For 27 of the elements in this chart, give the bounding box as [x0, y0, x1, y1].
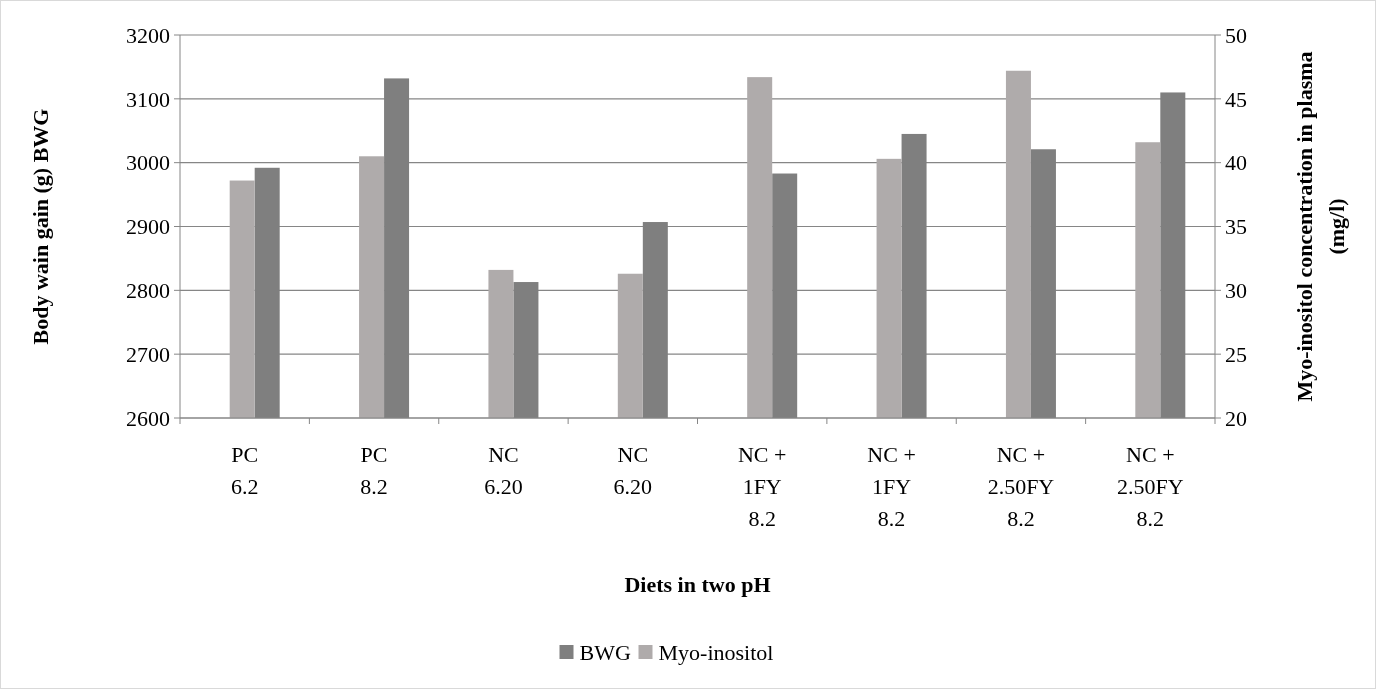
- y2-tick-label: 40: [1225, 150, 1247, 176]
- x-tick-label: PC 8.2: [360, 442, 388, 499]
- x-tick-label: PC 6.2: [230, 442, 259, 499]
- y-tick-label: 3000: [126, 150, 170, 176]
- legend-label: Myo-inositol: [658, 639, 774, 665]
- legend-label: BWG: [579, 639, 631, 665]
- x-axis-title: Diets in two pH: [624, 572, 771, 597]
- y2-tick-label: 30: [1225, 278, 1247, 304]
- x-tick-label: NC + 2.50FY 8.2: [1117, 442, 1184, 531]
- y-tick-label: 2600: [126, 405, 170, 431]
- y2-axis-title: Myo-inositol concentration in plasma (mg/l): [1292, 51, 1349, 402]
- y2-tick-label: 20: [1225, 405, 1247, 431]
- y-tick-label: 3100: [126, 86, 170, 112]
- y-axis-title: Body wain gain (g) BWG: [28, 108, 53, 345]
- x-tick-label: NC 6.20: [613, 442, 653, 499]
- y-tick-label: 2800: [126, 278, 170, 304]
- y2-tick-label: 50: [1225, 22, 1247, 48]
- x-tick-label: NC + 2.50FY 8.2: [987, 442, 1055, 531]
- y2-tick-label: 35: [1225, 214, 1247, 240]
- x-tick-label: NC + 1FY 8.2: [737, 442, 787, 531]
- y2-tick-label: 45: [1225, 86, 1247, 112]
- x-tick-label: NC 6.20: [484, 442, 523, 499]
- y-tick-label: 2900: [126, 214, 170, 240]
- y-tick-label: 2700: [126, 341, 170, 367]
- y2-tick-label: 25: [1225, 341, 1247, 367]
- y-tick-label: 3200: [126, 22, 170, 48]
- x-tick-label: NC + 1FY 8.2: [867, 442, 916, 531]
